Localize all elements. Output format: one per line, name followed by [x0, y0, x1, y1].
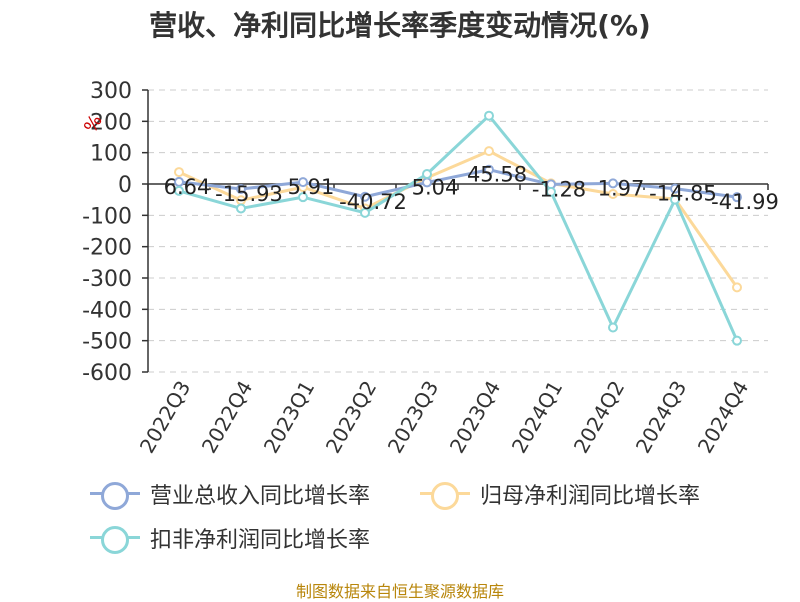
data-point — [608, 189, 618, 200]
y-tick-label: 0 — [118, 173, 132, 198]
legend-label-deducted-profit: 扣非净利润同比增长率 — [150, 528, 371, 553]
x-tick-label: 2024Q1 — [507, 377, 567, 458]
data-point — [608, 322, 618, 333]
data-label: -15.93 — [215, 182, 283, 206]
x-tick-label: 2024Q3 — [631, 377, 691, 458]
x-tick-label: 2023Q2 — [321, 377, 381, 458]
y-tick-label: -500 — [82, 330, 132, 355]
data-point — [236, 203, 246, 214]
series-line-2 — [178, 114, 739, 342]
legend-item-deducted-profit[interactable]: 扣非净利润同比增长率 — [90, 522, 370, 554]
data-point — [174, 167, 184, 178]
axes: 300 200 100 0 -100 -200 -300 -400 -500 -6002022Q3… — [82, 79, 769, 458]
data-label: 45.58 — [467, 163, 527, 187]
data-label: 5.91 — [288, 175, 335, 199]
data-point — [360, 191, 370, 202]
data-point — [298, 177, 308, 188]
y-tick-label: -400 — [82, 298, 132, 323]
x-tick-label: 2022Q3 — [135, 377, 195, 458]
y-tick-label: -300 — [82, 267, 132, 292]
data-point — [732, 335, 742, 346]
y-tick-label: 200 — [90, 110, 132, 135]
legend-label-revenue: 营业总收入同比增长率 — [150, 484, 371, 509]
x-tick-label: 2023Q1 — [259, 377, 319, 458]
data-label: 1.97 — [598, 176, 645, 200]
y-tick-label: -200 — [82, 236, 132, 261]
data-point — [360, 207, 370, 218]
data-point — [174, 185, 184, 196]
legend-swatch-net-profit — [420, 480, 470, 510]
legend-swatch-revenue — [90, 480, 140, 510]
y-tick-label: 100 — [90, 142, 132, 167]
data-point — [422, 168, 432, 179]
x-tick-label: 2022Q4 — [197, 377, 257, 458]
data-point — [732, 282, 742, 293]
source-footer: 制图数据来自恒生聚源数据库 — [295, 582, 504, 601]
data-label: 6.64 — [164, 175, 211, 199]
legend-swatch-deducted-profit — [90, 524, 140, 554]
data-label: 5.04 — [412, 175, 459, 199]
data-point — [298, 192, 308, 203]
x-tick-label: 2023Q3 — [383, 377, 443, 458]
data-point — [484, 146, 494, 157]
series-line-0 — [178, 168, 738, 199]
series — [174, 110, 742, 346]
y-tick-label: -600 — [82, 361, 132, 386]
legend-item-net-profit[interactable]: 归母净利润同比增长率 — [420, 478, 700, 510]
y-tick-label: -100 — [82, 204, 132, 229]
data-label: -14.85 — [649, 182, 717, 206]
data-point — [236, 183, 246, 194]
series-line-1 — [178, 149, 739, 289]
y-tick-label: 300 — [90, 79, 132, 104]
data-label: -40.72 — [339, 190, 407, 214]
x-tick-label: 2023Q4 — [445, 377, 505, 458]
data-label: -1.28 — [532, 177, 586, 201]
gridlines — [148, 89, 768, 373]
data-labels: 6.64 -15.93 5.91-40.725.04 45.58-1.28 1.97 -1… — [164, 163, 779, 214]
legend-item-revenue[interactable]: 营业总收入同比增长率 — [90, 478, 370, 510]
data-point — [484, 110, 494, 121]
data-point — [670, 194, 680, 205]
data-point — [546, 186, 556, 197]
data-point — [670, 183, 680, 194]
data-point — [732, 192, 742, 203]
data-label: -41.99 — [711, 190, 779, 214]
chart-title: 营收、净利同比增长率季度变动情况(%) — [149, 9, 651, 42]
data-point — [484, 164, 494, 175]
x-tick-label: 2024Q4 — [693, 377, 753, 458]
x-tick-label: 2024Q2 — [569, 377, 629, 458]
legend-label-net-profit: 归母净利润同比增长率 — [480, 484, 701, 509]
data-point — [608, 178, 618, 189]
